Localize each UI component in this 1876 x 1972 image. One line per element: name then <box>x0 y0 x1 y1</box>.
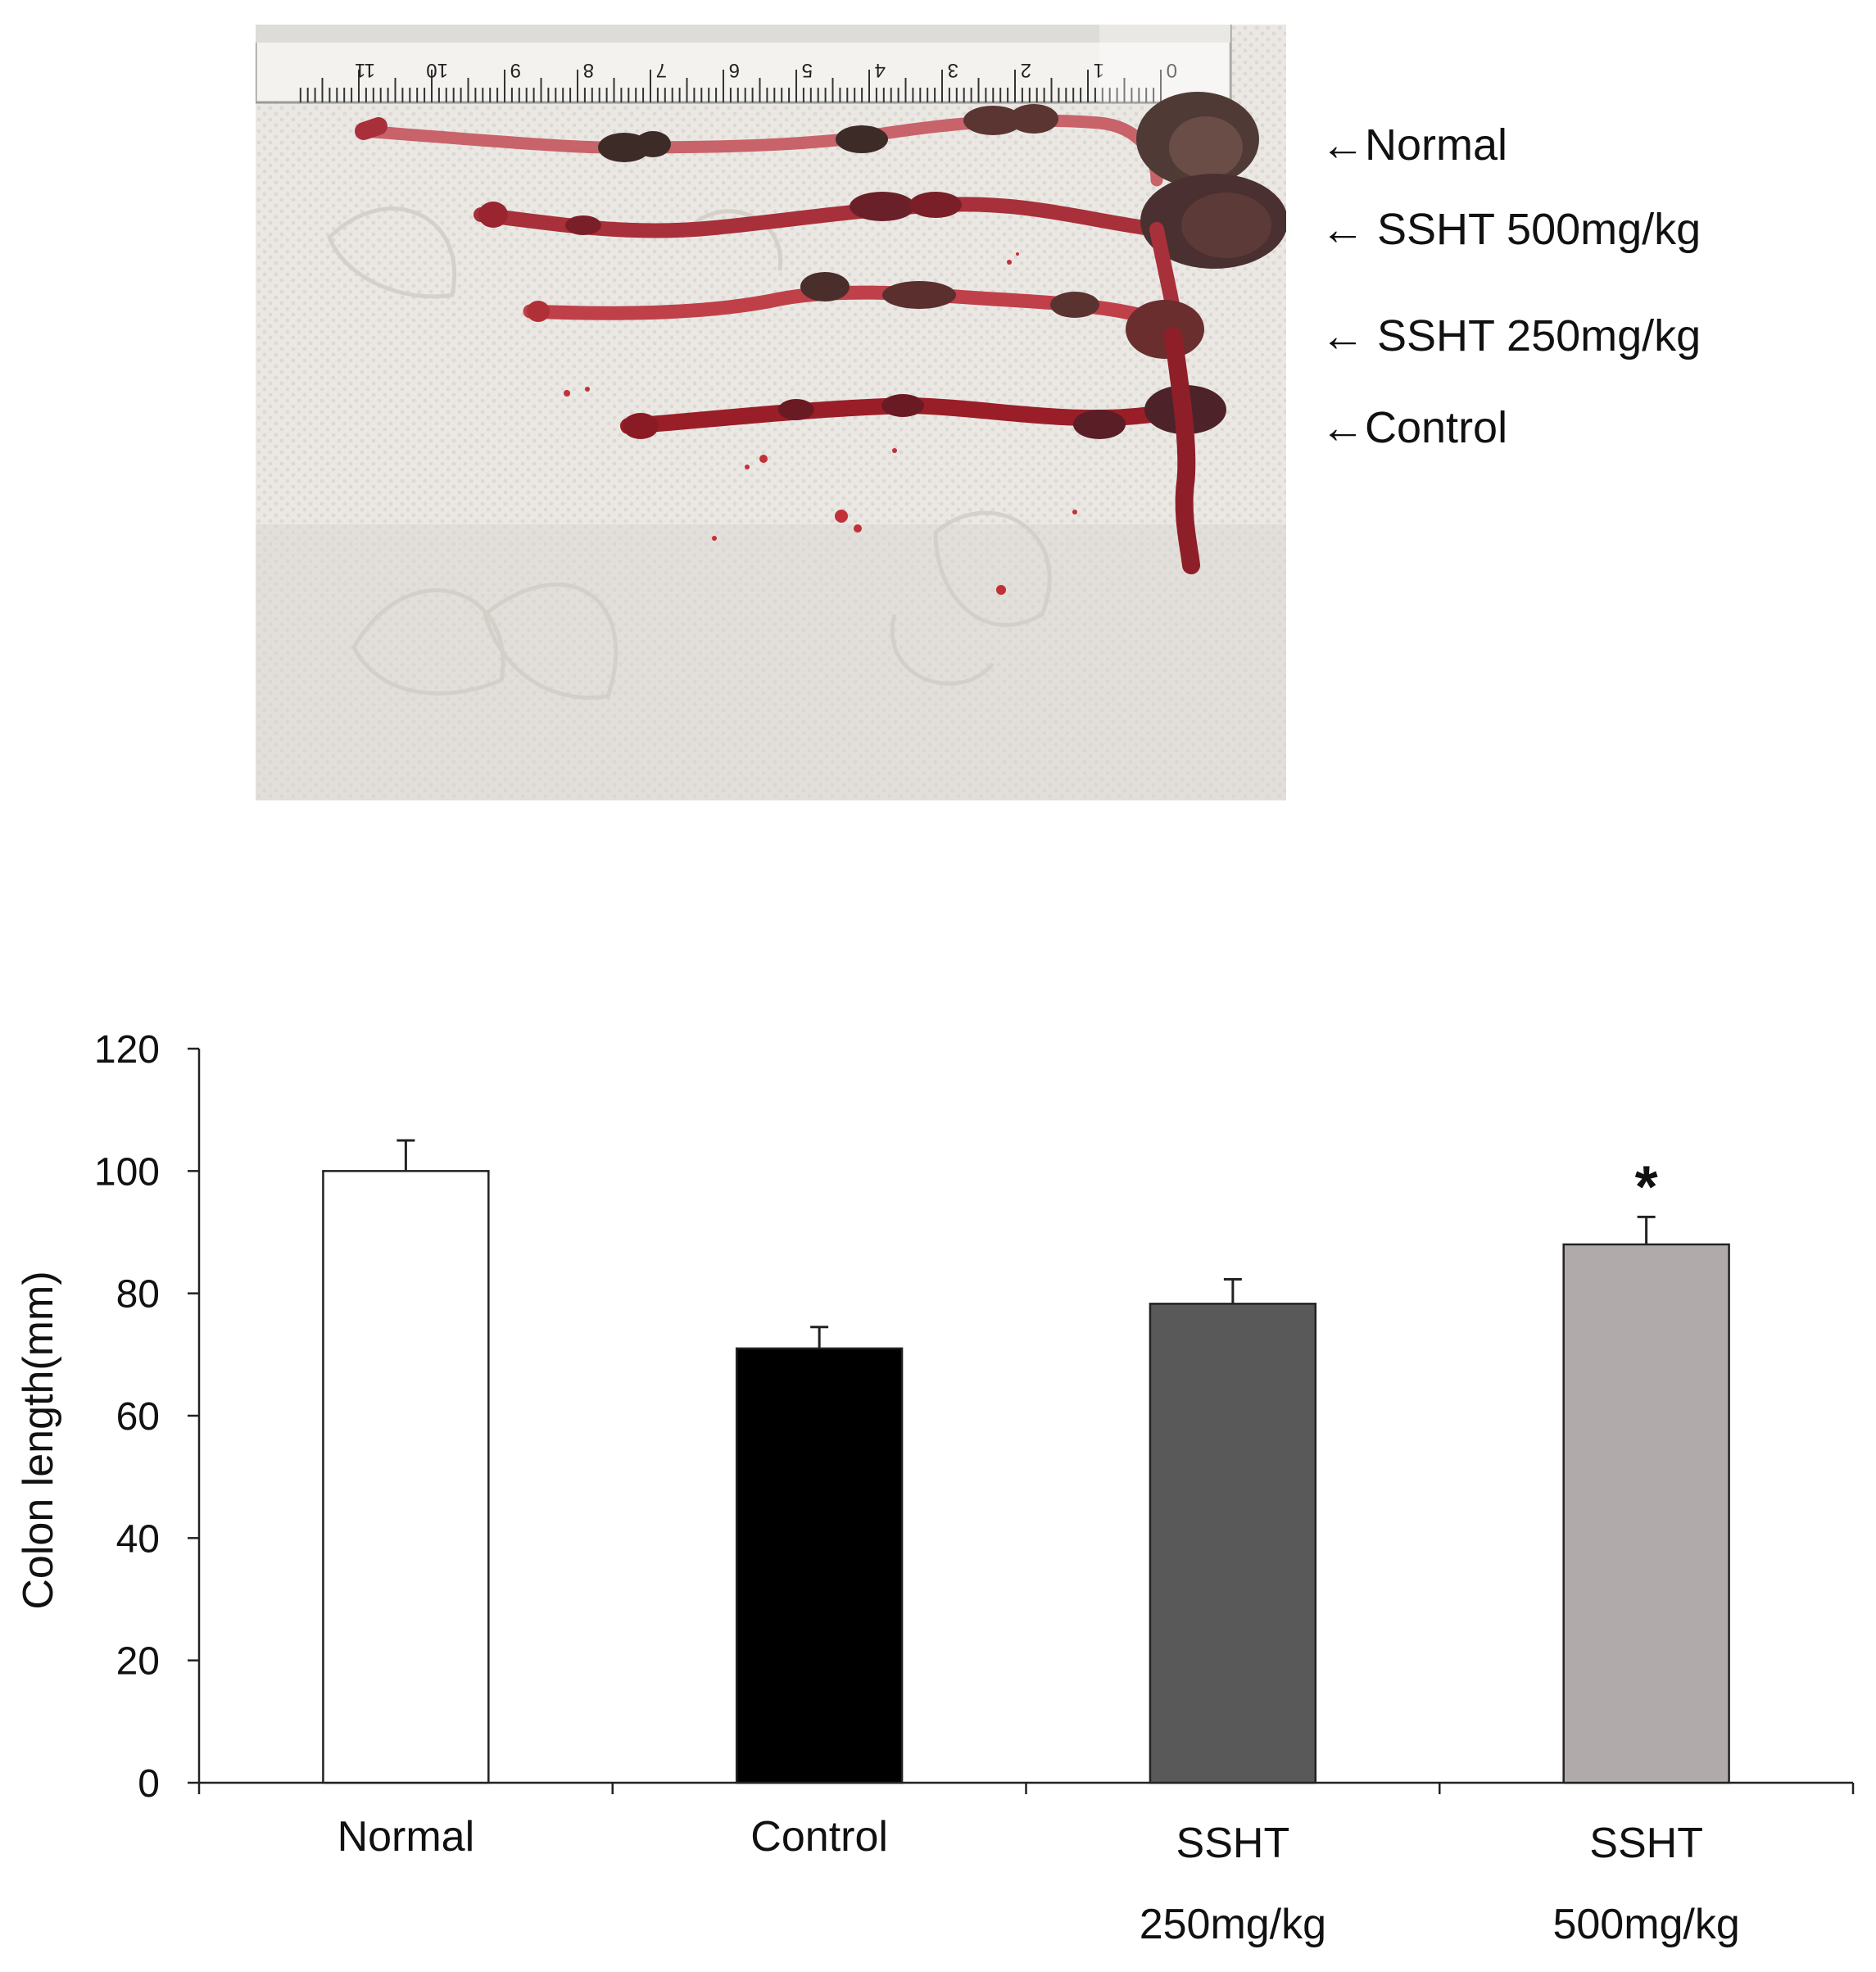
y-tick-label: 100 <box>94 1150 160 1194</box>
x-category-label: Normal <box>338 1813 475 1861</box>
ruler-number: 6 <box>729 59 740 81</box>
towel-shadow <box>256 524 1286 800</box>
y-tick-label: 20 <box>116 1640 160 1684</box>
y-tick-label: 0 <box>138 1762 160 1806</box>
ruler-number: 5 <box>802 59 813 81</box>
photo-label-sshy-250: ← SSHT 250mg/kg <box>1321 311 1702 360</box>
colon-length-chart: 0 20 40 60 80 100 120 Colon length(mm) Normal Con… <box>0 967 1876 1972</box>
x-category-label: SSHT <box>1589 1820 1703 1867</box>
colon-photo-drawing: 11 10 9 8 7 6 5 4 3 2 1 0 <box>256 25 1286 800</box>
ruler-number: 0 <box>1167 59 1177 81</box>
x-category-label: SSHT <box>1176 1820 1290 1867</box>
significance-mark: * <box>1635 1154 1658 1220</box>
bar-ssht-500mg-kg <box>1562 1243 1730 1784</box>
ruler-number: 2 <box>1021 59 1031 81</box>
x-category-label: 250mg/kg <box>1140 1901 1326 1948</box>
photo-label-control: ←Control <box>1321 403 1508 452</box>
x-category-label: 500mg/kg <box>1552 1901 1739 1948</box>
y-tick-label: 40 <box>116 1517 160 1561</box>
colon-sample-control <box>620 327 1226 574</box>
x-category-label: Control <box>750 1813 888 1861</box>
y-tick-label: 120 <box>94 1028 160 1072</box>
y-tick-label: 80 <box>116 1273 160 1317</box>
photo-label-sshy-500: ← SSHT 500mg/kg <box>1321 205 1702 254</box>
blood-specks <box>564 252 1077 595</box>
colon-sample-sshy-500 <box>474 174 1286 343</box>
colon-photo: 11 10 9 8 7 6 5 4 3 2 1 0 <box>256 25 1286 800</box>
ruler: 11 10 9 8 7 6 5 4 3 2 1 0 <box>256 25 1232 104</box>
ruler-number: 11 <box>355 59 375 81</box>
ruler-number: 8 <box>583 59 594 81</box>
ruler-number: 4 <box>875 59 886 81</box>
photo-label-normal: ←Normal <box>1321 120 1508 170</box>
colon-sample-normal <box>355 92 1259 187</box>
bar-control <box>735 1347 904 1784</box>
ruler-number: 9 <box>510 59 521 81</box>
bar-ssht-250mg-kg <box>1149 1303 1317 1784</box>
ruler-number: 3 <box>948 59 958 81</box>
ruler-number: 1 <box>1094 59 1104 81</box>
ruler-number: 7 <box>656 59 667 81</box>
colon-samples <box>355 92 1286 595</box>
towel-embossing <box>327 206 1052 700</box>
colon-sample-sshy-250 <box>523 272 1204 359</box>
chart-canvas: 0 20 40 60 80 100 120 Colon length(mm) Normal Con… <box>15 1028 1855 1948</box>
bar-normal <box>322 1170 490 1784</box>
y-tick-label: 60 <box>116 1395 160 1439</box>
y-axis-title: Colon length(mm) <box>15 1271 62 1609</box>
ruler-number: 10 <box>426 59 448 81</box>
